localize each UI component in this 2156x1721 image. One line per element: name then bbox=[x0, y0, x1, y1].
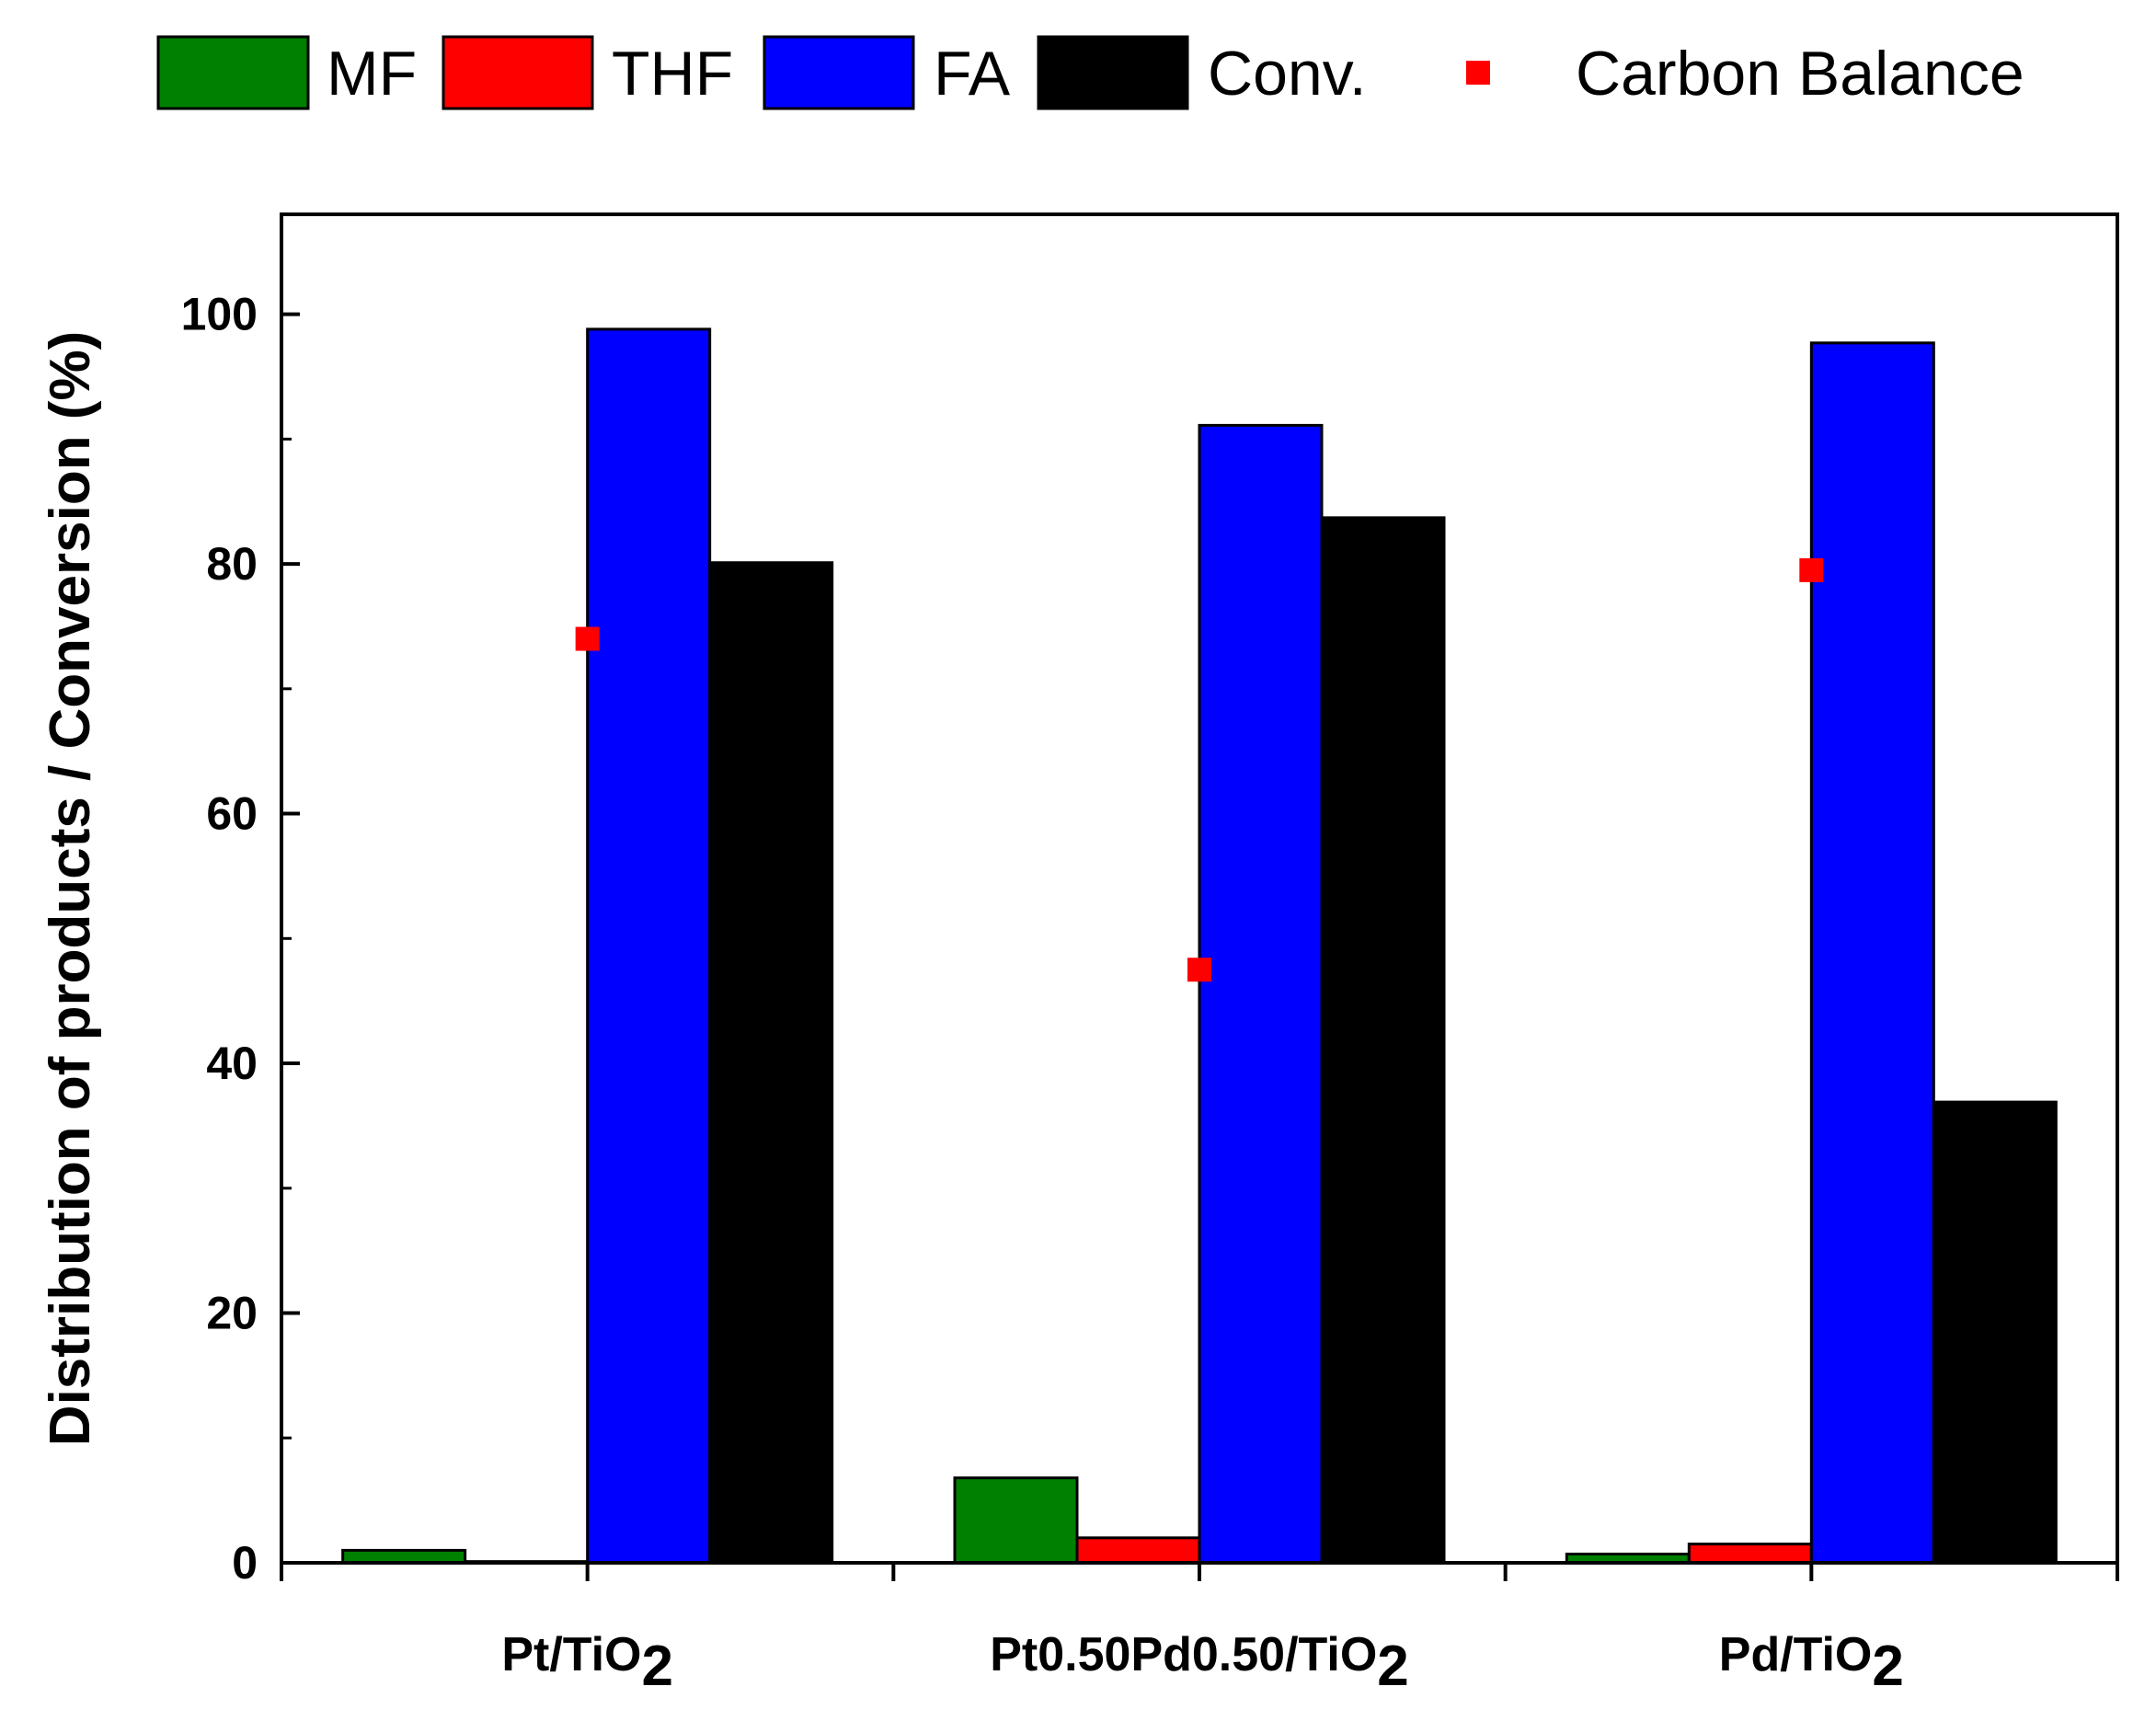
legend-swatch bbox=[156, 35, 310, 110]
legend-swatch bbox=[1037, 35, 1189, 110]
carbon-balance-marker bbox=[1799, 557, 1824, 582]
legend-label: THF bbox=[612, 39, 733, 109]
legend-label: Conv. bbox=[1208, 39, 1367, 109]
legend-label: FA bbox=[934, 39, 1011, 109]
bar-conv-0 bbox=[708, 561, 834, 1565]
bars-layer bbox=[341, 327, 2058, 1565]
y-tick-label: 0 bbox=[232, 1537, 258, 1589]
bar-conv-2 bbox=[1932, 1100, 2058, 1565]
y-tick-label: 80 bbox=[206, 538, 258, 590]
x-tick-label: Pd/TiO2 bbox=[1719, 1628, 1904, 1698]
y-tick-label: 40 bbox=[206, 1038, 258, 1089]
legend: MF THF FA Conv. Carbon Balance bbox=[156, 35, 2024, 110]
y-tick-label: 60 bbox=[206, 788, 258, 840]
y-tick-label: 100 bbox=[181, 289, 258, 340]
legend-label: Carbon Balance bbox=[1576, 39, 2024, 109]
x-axis: Pt/TiO2 Pt0.50Pd0.50/TiO2 Pd/TiO2 bbox=[280, 1563, 2119, 1698]
bar-mf-1 bbox=[953, 1476, 1079, 1565]
y-axis-title: Distribution of products / Conversion (%… bbox=[39, 331, 102, 1446]
bar-mf-0 bbox=[341, 1548, 467, 1565]
y-tick-label: 20 bbox=[206, 1288, 258, 1339]
bar-fa-2 bbox=[1809, 341, 1935, 1565]
bar-thf-2 bbox=[1687, 1543, 1813, 1565]
legend-swatch bbox=[442, 35, 594, 110]
carbon-balance-markers bbox=[575, 557, 1824, 982]
legend-swatch bbox=[763, 35, 915, 110]
x-tick-label: Pt0.50Pd0.50/TiO2 bbox=[990, 1628, 1409, 1698]
x-tick-label: Pt/TiO2 bbox=[501, 1628, 673, 1698]
bar-fa-1 bbox=[1198, 423, 1324, 1565]
carbon-balance-marker bbox=[1187, 958, 1211, 982]
bar-thf-1 bbox=[1075, 1536, 1201, 1565]
legend-marker-swatch bbox=[1466, 61, 1490, 85]
carbon-balance-marker bbox=[575, 626, 600, 651]
legend-label: MF bbox=[327, 39, 417, 109]
bar-conv-1 bbox=[1320, 516, 1446, 1565]
bar-fa-0 bbox=[586, 327, 712, 1565]
y-axis: 0 20 40 60 80 100 bbox=[181, 289, 300, 1589]
